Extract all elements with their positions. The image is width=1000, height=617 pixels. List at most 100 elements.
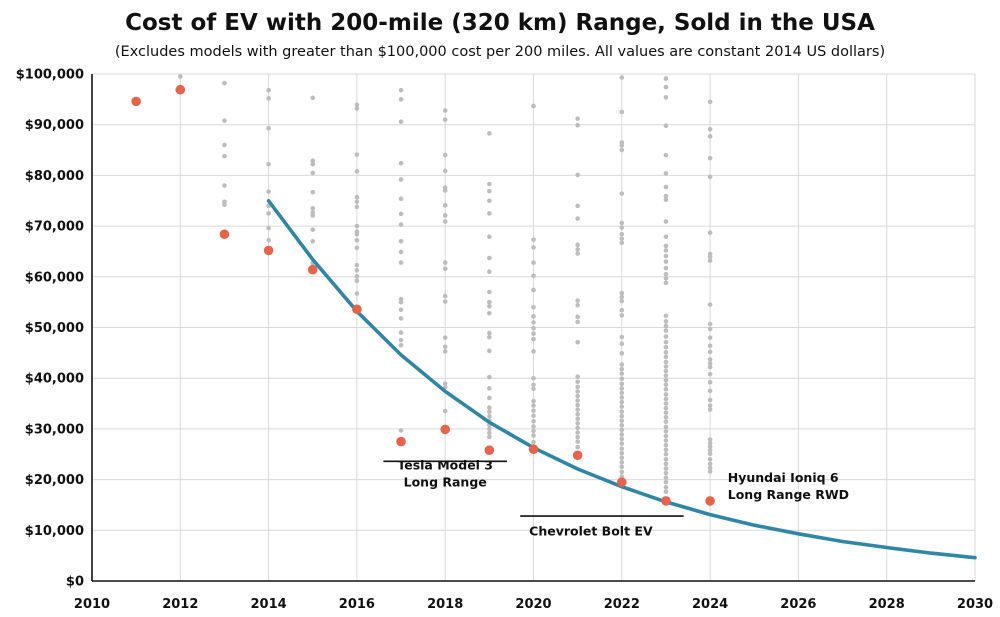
model-point (442, 344, 448, 350)
model-point (531, 314, 536, 319)
model-point (575, 416, 580, 422)
x-tick-label: 2024 (692, 597, 728, 612)
model-point (531, 403, 536, 408)
model-point (663, 276, 669, 281)
model-point (707, 126, 713, 132)
model-point (619, 450, 625, 456)
model-point (663, 382, 669, 388)
model-point (619, 225, 625, 230)
axes (91, 74, 975, 582)
cheapest-point (617, 477, 627, 487)
model-point (663, 451, 669, 457)
annotation-label: Long Range RWD (728, 487, 849, 502)
model-point (707, 407, 713, 412)
model-point (487, 188, 492, 194)
model-point (531, 398, 536, 404)
model-point (310, 95, 316, 101)
model-point (707, 444, 713, 449)
model-point (619, 409, 625, 414)
model-point (663, 433, 669, 439)
cheapest-points (131, 84, 715, 506)
model-point (663, 193, 669, 199)
x-axis-ticks: 2010 2012 2014 2016 2018 2020 2022 2024 2026 2028… (74, 597, 993, 612)
model-point (619, 441, 625, 446)
cheapest-point (352, 304, 362, 315)
model-point (663, 359, 669, 365)
model-point (531, 418, 536, 424)
model-point (442, 299, 448, 304)
model-point (575, 407, 580, 412)
model-point (575, 398, 580, 403)
model-point (487, 430, 492, 436)
y-tick-label: $80,000 (25, 169, 84, 184)
model-point (663, 219, 669, 224)
model-point (575, 421, 580, 426)
model-point (619, 240, 625, 246)
model-point (707, 349, 713, 355)
model-point (663, 401, 669, 406)
model-point (663, 424, 669, 430)
y-tick-label: $90,000 (25, 118, 84, 133)
model-point (575, 389, 580, 394)
model-point (707, 302, 713, 307)
model-point (619, 395, 625, 400)
cheapest-point (263, 245, 274, 256)
model-point (575, 203, 580, 209)
model-point (663, 475, 669, 480)
model-point (487, 434, 492, 440)
model-point (310, 206, 316, 211)
model-point (707, 469, 713, 474)
model-point (531, 331, 536, 336)
model-point (487, 426, 492, 432)
model-point (619, 404, 625, 409)
chart-subtitle: (Excludes models with greater than $100,… (114, 44, 886, 60)
model-point (619, 313, 625, 318)
model-point (398, 177, 404, 182)
model-point (354, 245, 360, 251)
model-point (575, 411, 580, 417)
model-point (707, 379, 713, 385)
y-tick-label: $100,000 (16, 68, 84, 83)
model-point (663, 323, 669, 329)
model-point (707, 357, 713, 362)
model-point (619, 143, 625, 148)
model-point (619, 334, 625, 340)
model-point (442, 381, 448, 387)
model-point (266, 125, 271, 131)
model-point (619, 455, 625, 461)
model-point (575, 379, 580, 385)
model-point (663, 419, 669, 425)
model-point (619, 427, 625, 433)
model-point (663, 414, 669, 420)
model-point (531, 320, 536, 325)
model-point (487, 234, 492, 240)
model-point (707, 447, 713, 453)
model-point (531, 375, 536, 381)
model-point (663, 339, 669, 345)
model-point (487, 395, 492, 401)
model-point (354, 106, 360, 111)
model-point (487, 386, 492, 391)
model-point (531, 382, 536, 388)
model-point (663, 234, 669, 240)
chart-title: Cost of EV with 200-mile (320 km) Range,… (125, 10, 875, 36)
model-point (663, 313, 669, 319)
model-point (663, 405, 669, 411)
model-point (663, 253, 669, 259)
model-point (707, 397, 713, 403)
cheapest-point (661, 496, 671, 506)
model-point (178, 74, 183, 79)
model-point (663, 396, 669, 402)
model-point (619, 307, 625, 313)
model-point (707, 457, 713, 462)
model-point (663, 354, 669, 360)
x-tick-label: 2020 (515, 597, 551, 612)
model-point (707, 403, 713, 408)
x-tick-label: 2010 (74, 597, 110, 612)
model-point (442, 213, 448, 218)
model-point (575, 425, 580, 431)
model-point (575, 434, 580, 440)
model-point (398, 316, 404, 321)
model-point (487, 374, 492, 380)
model-point (354, 194, 360, 200)
